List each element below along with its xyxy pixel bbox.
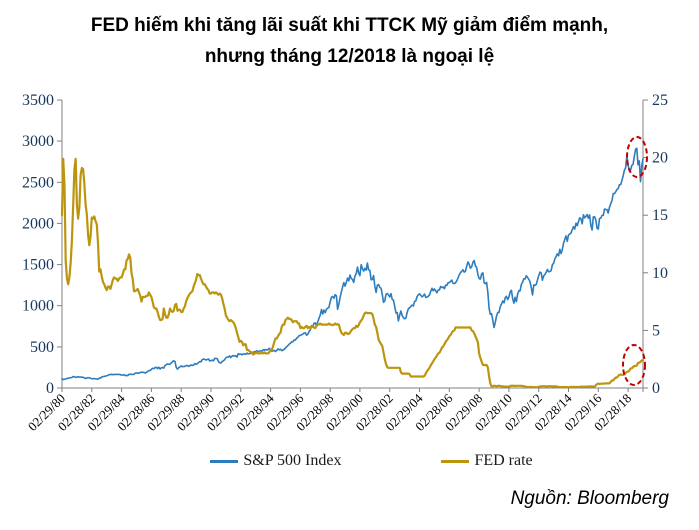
y-axis-left-labels: 0 500 1000 1500 2000 2500 3000 3500: [22, 92, 62, 397]
chart-title: FED hiếm khi tăng lãi suất khi TTCK Mỹ g…: [0, 10, 699, 72]
highlight-ellipse: [626, 136, 648, 178]
chart-legend: S&P 500 Index FED rate: [22, 452, 699, 470]
source-note: Nguồn: Bloomberg: [510, 488, 669, 509]
x-axis-labels: 02/29/8002/28/8202/29/8402/28/8602/29/88…: [25, 388, 644, 434]
y-right-tick-label: 0: [652, 380, 660, 397]
sp500-line: [61, 147, 644, 381]
y-axis-right-labels: 0 5 10 15 20 25: [643, 92, 668, 397]
legend-item-fed: FED rate: [441, 452, 533, 470]
chart-axes: [61, 100, 644, 389]
y-left-tick-label: 2500: [22, 174, 54, 191]
y-left-tick-label: 3500: [22, 92, 54, 109]
legend-label-sp500: S&P 500 Index: [243, 452, 342, 469]
sp500-line-swatch: [210, 459, 239, 463]
legend-label-fed: FED rate: [474, 452, 533, 469]
fed-rate-line-swatch: [441, 459, 470, 463]
chart-title-line2: nhưng tháng 12/2018 là ngoại lệ: [204, 46, 495, 67]
y-left-tick-label: 2000: [22, 215, 54, 232]
y-left-tick-label: 1500: [22, 257, 54, 274]
y-left-tick-label: 1000: [22, 298, 54, 315]
y-right-tick-label: 25: [652, 92, 668, 109]
highlight-ellipses: [622, 136, 648, 386]
highlight-ellipse: [622, 344, 646, 386]
legend-item-sp500: S&P 500 Index: [210, 452, 341, 470]
y-right-tick-label: 10: [652, 265, 668, 282]
y-right-tick-label: 20: [652, 150, 668, 167]
y-left-tick-label: 3000: [22, 133, 54, 150]
chart-title-line1: FED hiếm khi tăng lãi suất khi TTCK Mỹ g…: [90, 15, 609, 36]
y-left-tick-label: 0: [46, 380, 54, 397]
fed-rate-line: [60, 157, 645, 389]
y-right-tick-label: 5: [652, 322, 660, 339]
y-left-tick-label: 500: [30, 339, 54, 356]
y-right-tick-label: 15: [652, 207, 668, 224]
